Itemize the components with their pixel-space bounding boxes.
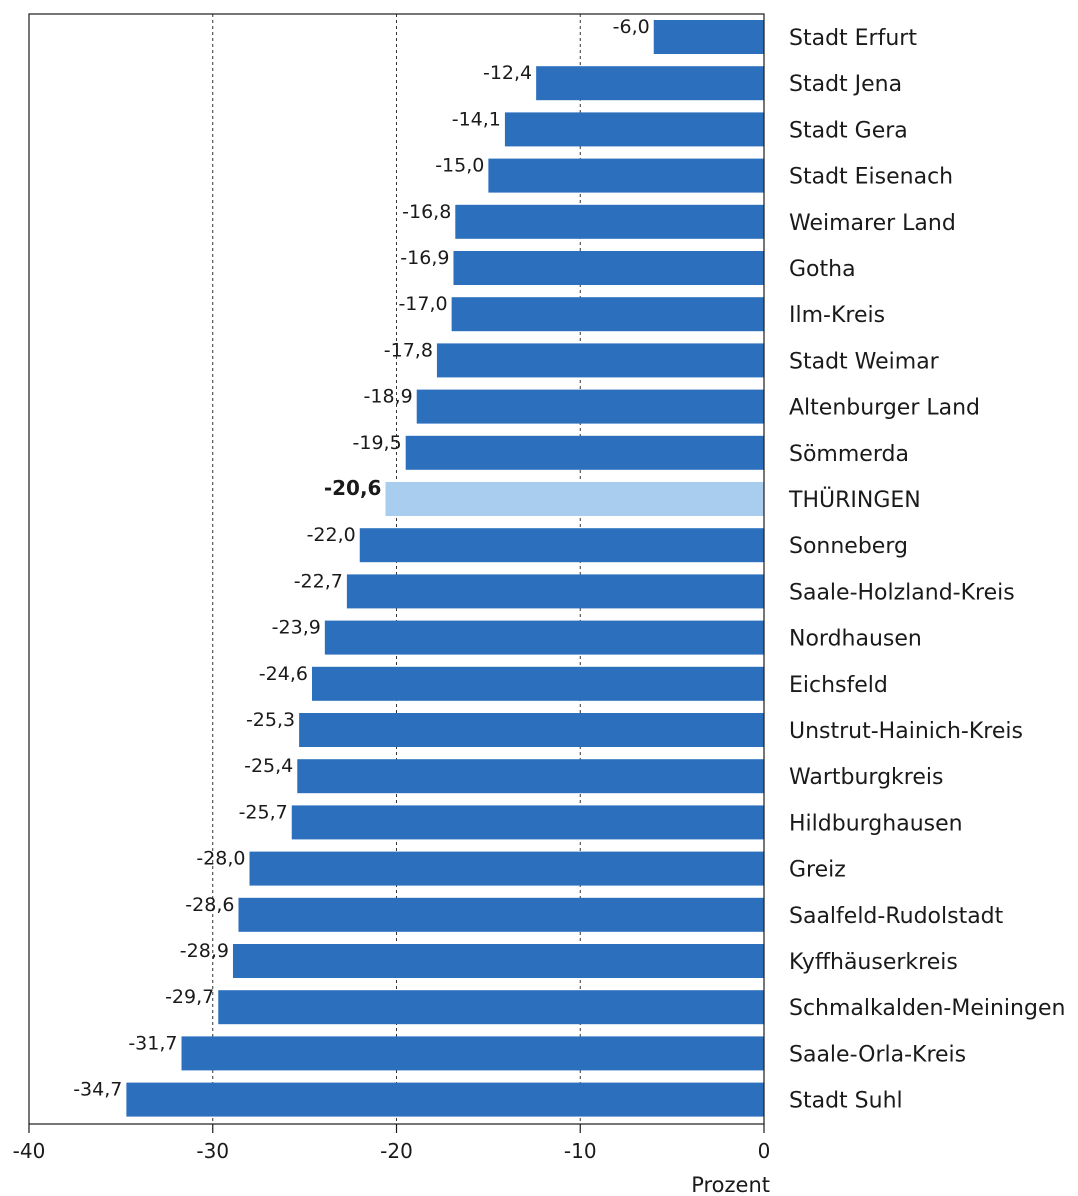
category-label: Gotha xyxy=(789,257,856,282)
category-label: Saalfeld-Rudolstadt xyxy=(789,904,1004,929)
value-label: -34,7 xyxy=(73,1079,122,1101)
category-label: Stadt Jena xyxy=(789,72,902,97)
value-label: -6,0 xyxy=(613,16,650,38)
category-label: Schmalkalden-Meiningen xyxy=(789,996,1065,1021)
bar xyxy=(311,666,764,701)
bar xyxy=(299,713,764,747)
bar xyxy=(536,66,764,101)
value-label: -15,0 xyxy=(435,155,484,177)
category-label: Stadt Eisenach xyxy=(789,165,953,190)
labels: -6,0 Stadt Erfurt -12,4 Stadt Jena -14,1 Stad… xyxy=(13,16,1066,1163)
category-label: Hildburghausen xyxy=(789,811,963,836)
category-label: Stadt Suhl xyxy=(789,1089,903,1114)
category-label: Wartburgkreis xyxy=(789,765,943,790)
bar xyxy=(126,1082,764,1117)
value-label: -28,6 xyxy=(185,894,234,916)
bar xyxy=(451,297,764,332)
bar xyxy=(324,620,764,655)
x-tick-label: -30 xyxy=(196,1139,229,1163)
bar xyxy=(453,251,764,285)
bar xyxy=(653,20,764,54)
x-tick-label: -40 xyxy=(13,1139,46,1163)
bar xyxy=(416,389,764,424)
bar xyxy=(238,897,765,932)
bar xyxy=(181,1036,764,1071)
category-label: Unstrut-Hainich-Kreis xyxy=(789,719,1023,744)
value-label: -29,7 xyxy=(165,986,214,1008)
category-label: Kyffhäuserkreis xyxy=(789,950,958,975)
value-label: -25,7 xyxy=(239,801,288,823)
bar xyxy=(249,851,764,886)
value-label: -17,0 xyxy=(398,293,447,315)
bar xyxy=(359,528,764,563)
axes xyxy=(28,13,765,1133)
value-label: -28,9 xyxy=(180,940,229,962)
category-label: Stadt Weimar xyxy=(789,349,940,374)
value-label: -31,7 xyxy=(128,1032,177,1054)
category-label: Saale-Holzland-Kreis xyxy=(789,580,1015,605)
category-label: THÜRINGEN xyxy=(788,487,921,513)
value-label: -24,6 xyxy=(259,663,308,685)
value-label: -22,0 xyxy=(307,524,356,546)
value-label: -19,5 xyxy=(353,432,402,454)
value-label: -16,9 xyxy=(400,247,449,269)
value-label: -14,1 xyxy=(452,108,501,130)
value-label: -16,8 xyxy=(402,201,451,223)
category-label: Sömmerda xyxy=(789,442,909,467)
bar xyxy=(405,435,764,470)
category-label: Stadt Gera xyxy=(789,118,908,143)
bar xyxy=(291,805,764,840)
bar xyxy=(455,204,764,239)
bar xyxy=(346,574,764,609)
category-label: Altenburger Land xyxy=(789,396,980,421)
x-axis-label: Prozent xyxy=(691,1173,770,1196)
x-tick-label: 0 xyxy=(758,1139,771,1163)
value-label: -18,9 xyxy=(364,386,413,408)
category-label: Weimarer Land xyxy=(789,211,956,236)
bar xyxy=(297,759,764,794)
bar xyxy=(504,112,764,147)
x-tick-label: -20 xyxy=(380,1139,413,1163)
value-label: -17,8 xyxy=(384,339,433,361)
category-label: Stadt Erfurt xyxy=(789,26,917,51)
bar xyxy=(488,158,764,193)
bar xyxy=(232,944,764,978)
value-label: -12,4 xyxy=(483,62,532,84)
category-label: Saale-Orla-Kreis xyxy=(789,1042,966,1067)
bar xyxy=(436,343,764,378)
category-label: Sonneberg xyxy=(789,534,908,559)
category-label: Eichsfeld xyxy=(789,673,888,698)
value-label: -22,7 xyxy=(294,570,343,592)
value-label: -23,9 xyxy=(272,617,321,639)
gridlines xyxy=(212,14,581,1124)
bar xyxy=(218,990,764,1025)
category-label: Ilm-Kreis xyxy=(789,303,885,328)
bar xyxy=(385,482,764,516)
x-tick-label: -10 xyxy=(564,1139,597,1163)
bars xyxy=(126,20,765,1117)
value-label: -20,6 xyxy=(324,476,382,500)
value-label: -28,0 xyxy=(196,848,245,870)
value-label: -25,3 xyxy=(246,709,295,731)
value-label: -25,4 xyxy=(244,755,293,777)
category-label: Nordhausen xyxy=(789,627,922,652)
category-label: Greiz xyxy=(789,858,846,883)
